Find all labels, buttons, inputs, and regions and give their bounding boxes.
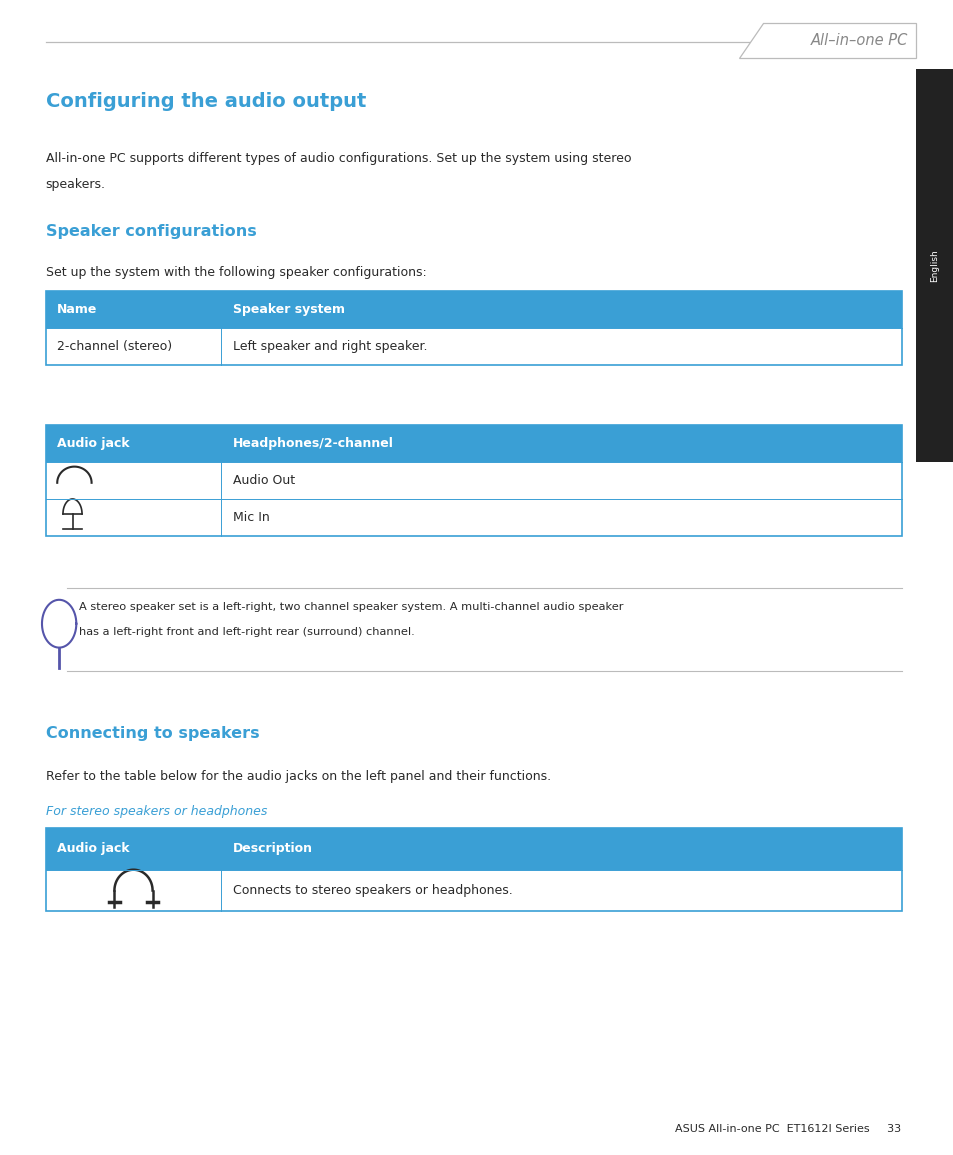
Bar [221,425,901,462]
Text: Name: Name [57,303,97,316]
Text: 2-channel (stereo): 2-channel (stereo) [57,340,172,353]
Text: English: English [929,249,939,282]
Text: Audio jack: Audio jack [57,437,130,450]
Bar [46,499,221,536]
Text: For stereo speakers or headphones: For stereo speakers or headphones [46,805,267,818]
Bar [46,828,901,911]
Bar [221,291,901,328]
Text: Audio jack: Audio jack [57,842,130,856]
Text: Left speaker and right speaker.: Left speaker and right speaker. [233,340,427,353]
Bar [915,69,953,462]
Bar [221,870,901,911]
Text: All-in-one PC supports different types of audio configurations. Set up the syste: All-in-one PC supports different types o… [46,152,631,165]
Text: Speaker system: Speaker system [233,303,344,316]
Bar [46,828,221,870]
Bar [46,291,221,328]
Bar [221,828,901,870]
Text: Description: Description [233,842,313,856]
Bar [46,425,901,536]
Text: Set up the system with the following speaker configurations:: Set up the system with the following spe… [46,266,426,278]
Bar [46,328,221,365]
Text: Configuring the audio output: Configuring the audio output [46,92,366,111]
Text: ASUS All-in-one PC  ET1612I Series     33: ASUS All-in-one PC ET1612I Series 33 [675,1124,901,1134]
Polygon shape [739,23,915,58]
Text: has a left-right front and left-right rear (surround) channel.: has a left-right front and left-right re… [79,627,415,638]
Text: A stereo speaker set is a left-right, two channel speaker system. A multi-channe: A stereo speaker set is a left-right, tw… [79,602,623,612]
Text: Connecting to speakers: Connecting to speakers [46,726,259,742]
Text: Headphones/2-channel: Headphones/2-channel [233,437,394,450]
Text: Audio Out: Audio Out [233,474,294,487]
Bar [46,462,221,499]
Bar [221,328,901,365]
Bar [221,462,901,499]
Text: Speaker configurations: Speaker configurations [46,224,256,239]
Bar [46,425,221,462]
Text: Refer to the table below for the audio jacks on the left panel and their functio: Refer to the table below for the audio j… [46,770,550,783]
Bar [46,291,901,365]
Text: speakers.: speakers. [46,178,106,191]
Text: All–in–one PC: All–in–one PC [810,33,907,47]
Text: Connects to stereo speakers or headphones.: Connects to stereo speakers or headphone… [233,884,512,897]
Text: Mic In: Mic In [233,511,269,524]
Bar [221,499,901,536]
Bar [46,870,221,911]
